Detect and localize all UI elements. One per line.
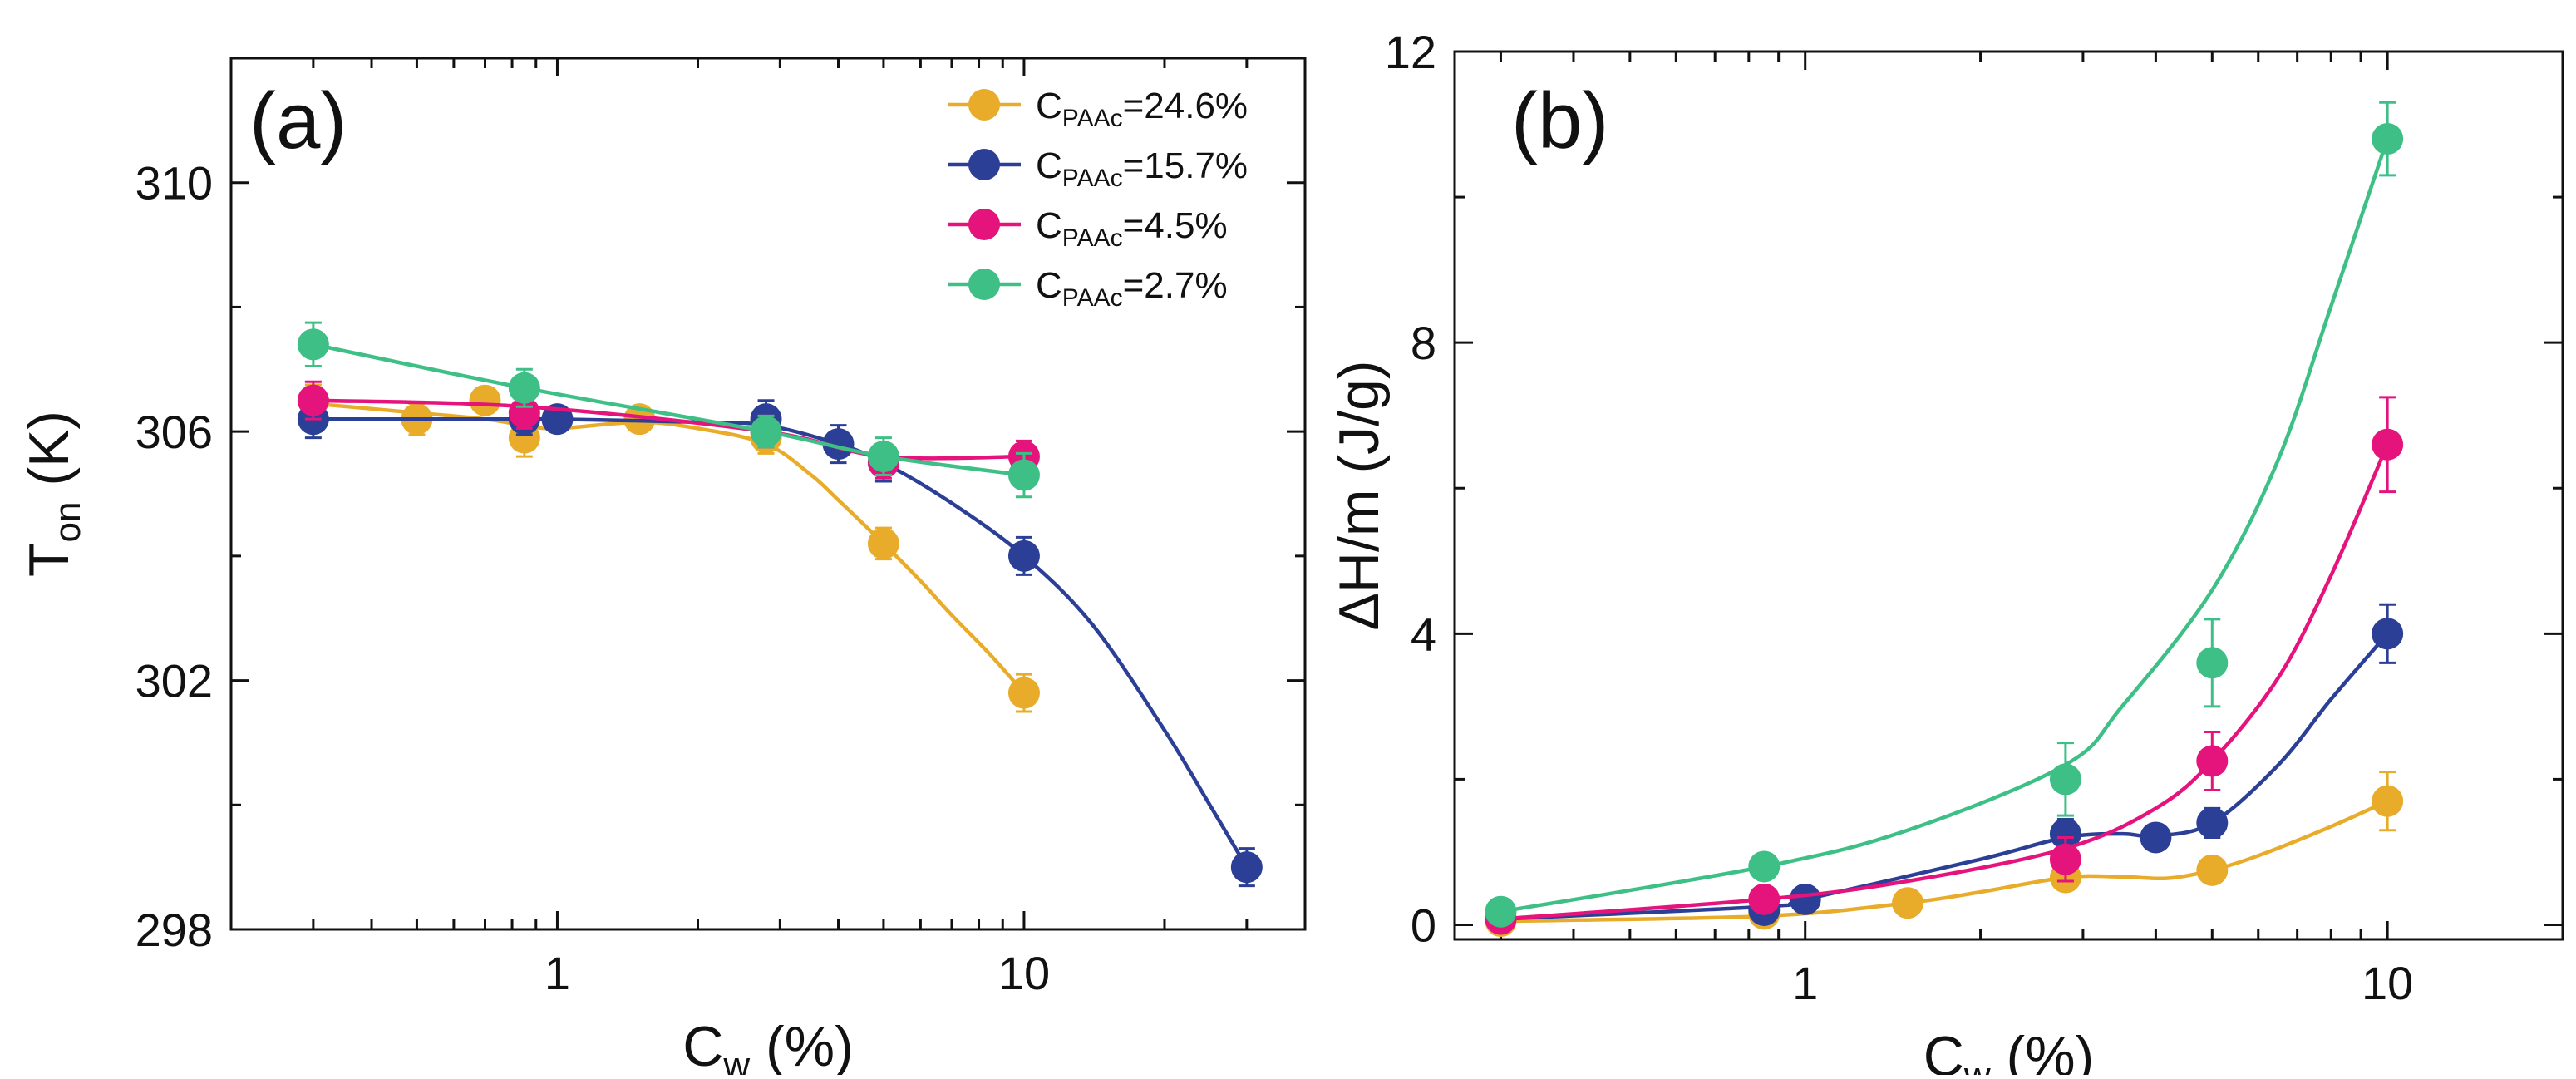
- legend-label-tail: =4.5%: [1123, 205, 1228, 246]
- data-point: [2196, 745, 2229, 777]
- y-axis-label: Ton (K): [17, 411, 88, 577]
- data-point: [469, 384, 501, 416]
- x-axis-label-tail: (%): [1991, 1025, 2095, 1075]
- x-tick-label: 10: [2362, 957, 2413, 1009]
- y-axis-label-sub: on: [47, 502, 88, 543]
- data-point: [1230, 851, 1263, 884]
- series-a-0: [297, 383, 1040, 713]
- legend-label-sub: PAAc: [1062, 224, 1123, 252]
- legend-label-sub: PAAc: [1062, 165, 1123, 192]
- x-axis-label-tail: (%): [750, 1015, 854, 1075]
- series-line: [313, 416, 1249, 869]
- data-point: [2049, 818, 2081, 850]
- x-axis-label-main: C: [1923, 1025, 1964, 1075]
- legend-label-sub: PAAc: [1062, 284, 1123, 312]
- data-point: [508, 397, 540, 429]
- data-point: [297, 384, 329, 416]
- x-tick-label: 10: [998, 947, 1050, 999]
- x-axis-label-sub: w: [1963, 1055, 1991, 1075]
- y-axis-label-tail: (K): [17, 411, 81, 502]
- data-point: [1485, 895, 1517, 928]
- x-axis-label-main: C: [682, 1015, 723, 1075]
- legend-marker: [968, 209, 1000, 240]
- panel-label: (a): [249, 76, 347, 165]
- data-point: [1748, 883, 1781, 915]
- series-b-2: [1485, 396, 2404, 935]
- y-tick-label: 4: [1411, 608, 1436, 660]
- data-point: [2372, 785, 2404, 817]
- data-point: [2372, 428, 2404, 461]
- series-line: [1500, 138, 2390, 914]
- legend-label-main: C: [1036, 205, 1062, 246]
- series-b-1: [1485, 603, 2404, 935]
- y-tick-label: 310: [135, 157, 213, 209]
- x-axis-label: Cw (%): [1923, 1025, 2095, 1075]
- legend-label-main: C: [1036, 145, 1062, 186]
- series-a-3: [297, 321, 1040, 499]
- series-b-0: [1485, 771, 2404, 938]
- legend-marker: [968, 149, 1000, 180]
- data-point: [2049, 843, 2081, 875]
- y-tick-label: 302: [135, 655, 213, 707]
- y-axis-label-main: ΔH/m (J/g): [1327, 361, 1391, 631]
- data-point: [2196, 854, 2229, 886]
- legend-label: CPAAc=2.7%: [1036, 265, 1228, 312]
- plot-frame: [229, 57, 1307, 931]
- data-point: [822, 428, 855, 461]
- x-axis-label-sub: w: [722, 1045, 750, 1075]
- data-point: [1789, 883, 1821, 915]
- data-point: [1007, 459, 1040, 491]
- data-point: [750, 416, 782, 448]
- data-point: [867, 527, 899, 559]
- data-point: [2372, 123, 2404, 155]
- y-tick-label: 0: [1411, 899, 1436, 951]
- legend-label: CPAAc=4.5%: [1036, 205, 1228, 252]
- data-point: [2196, 647, 2229, 679]
- legend-label: CPAAc=15.7%: [1036, 145, 1248, 192]
- legend-label-main: C: [1036, 86, 1062, 126]
- x-tick-label: 1: [1792, 957, 1818, 1009]
- panel-label: (b): [1511, 76, 1608, 165]
- legend-label-tail: =2.7%: [1123, 265, 1228, 306]
- data-point: [2196, 806, 2229, 839]
- data-point: [2372, 618, 2404, 650]
- data-point: [2140, 821, 2172, 854]
- legend-label-tail: =15.7%: [1123, 145, 1248, 186]
- y-tick-label: 12: [1385, 26, 1436, 78]
- data-point: [867, 441, 899, 473]
- data-point: [2049, 763, 2081, 796]
- data-point: [1892, 887, 1924, 919]
- legend-marker: [968, 89, 1000, 121]
- legend-label-main: C: [1036, 265, 1062, 306]
- data-point: [1007, 540, 1040, 572]
- series-line: [313, 342, 1025, 477]
- data-point: [1748, 850, 1781, 883]
- legend-label-tail: =24.6%: [1123, 86, 1248, 126]
- plot-frame: [1453, 50, 2564, 941]
- x-axis-label: Cw (%): [682, 1015, 854, 1075]
- legend-label-sub: PAAc: [1062, 105, 1123, 132]
- data-point: [508, 372, 540, 404]
- y-axis-label-main: T: [17, 542, 81, 577]
- x-tick-label: 1: [544, 947, 570, 999]
- legend: CPAAc=24.6%CPAAc=15.7%CPAAc=4.5%CPAAc=2.…: [948, 86, 1248, 312]
- y-tick-label: 298: [135, 904, 213, 956]
- data-point: [1007, 677, 1040, 709]
- y-tick-label: 306: [135, 406, 213, 458]
- legend-label: CPAAc=24.6%: [1036, 86, 1248, 132]
- series-b-3: [1485, 101, 2404, 928]
- legend-marker: [968, 269, 1000, 300]
- data-point: [297, 328, 329, 361]
- series-line: [313, 402, 1026, 695]
- y-tick-label: 8: [1411, 317, 1436, 369]
- panel-b: 1 10 0 4 8 12 (b) Cw (%) ΔH/m (J/g): [1327, 26, 2564, 1079]
- series-a-1: [297, 399, 1263, 888]
- y-axis-label: ΔH/m (J/g): [1327, 361, 1391, 631]
